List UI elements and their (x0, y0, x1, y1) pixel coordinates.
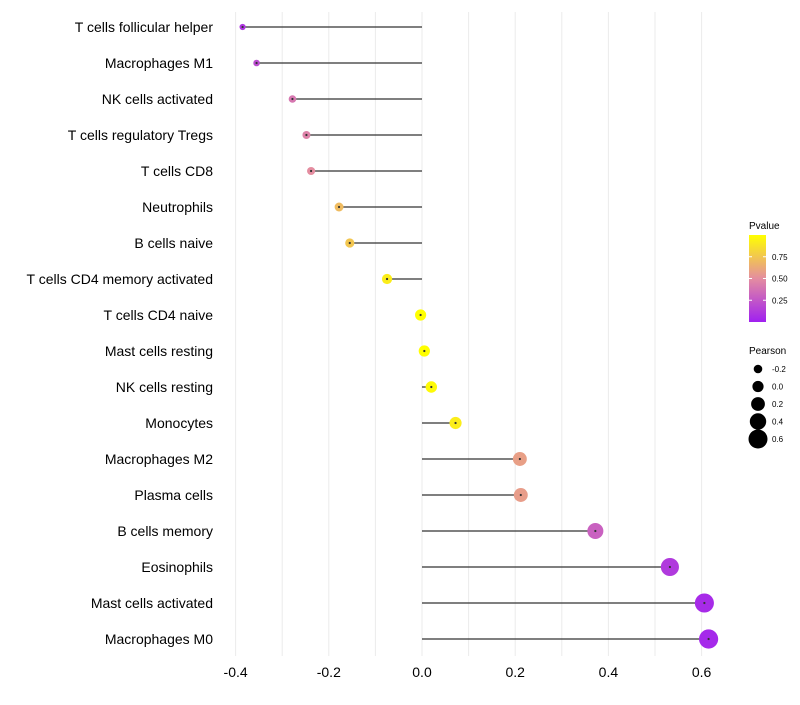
legend-pvalue-title: Pvalue (749, 221, 780, 232)
lollipop-point-center (518, 457, 521, 461)
x-axis-labels: -0.4 -0.2 0.0 0.2 0.4 0.6 (224, 664, 712, 680)
y-tick-label: NK cells resting (116, 379, 213, 395)
lollipop-point-center (703, 601, 706, 605)
pearson-key-dot (748, 429, 768, 449)
y-tick-label: T cells follicular helper (75, 19, 214, 35)
pvalue-tick-label: 0.25 (772, 296, 788, 305)
x-tick-label: -0.4 (224, 664, 248, 680)
pearson-key-dot (749, 413, 767, 430)
grid-layer (235, 12, 703, 656)
legend-pearson-title: Pearson (749, 346, 786, 357)
lollipop-point-center (348, 241, 351, 245)
y-axis-labels: T cells follicular helper Macrophages M1 N… (27, 19, 214, 647)
x-tick-label: -0.2 (317, 664, 341, 680)
lollipop-point-center (305, 133, 308, 137)
legend-pvalue-colorbar (749, 235, 766, 322)
pearson-key-label: 0.0 (772, 383, 784, 392)
lollipop-point-center (430, 385, 433, 389)
lollipop-point-center (309, 169, 313, 173)
y-tick-label: T cells regulatory Tregs (68, 127, 213, 143)
y-tick-label: B cells naive (134, 235, 213, 251)
x-tick-label: 0.4 (599, 664, 619, 680)
y-tick-label: NK cells activated (102, 91, 213, 107)
legend-pvalue-ticks: 0.25 0.50 0.75 (749, 253, 788, 305)
lollipop-point-center (519, 493, 522, 497)
pearson-key-label: 0.6 (772, 435, 784, 444)
x-tick-label: 0.2 (505, 664, 525, 680)
legend-pearson: Pearson -0.2 0.0 0.2 0.4 0.6 (748, 346, 786, 449)
lollipop-point-center (337, 205, 341, 209)
lollipop-point-center (385, 277, 389, 281)
y-tick-label: Macrophages M0 (105, 631, 213, 647)
y-tick-label: T cells CD4 memory activated (27, 271, 213, 287)
y-tick-label: Macrophages M1 (105, 55, 213, 71)
y-tick-label: B cells memory (117, 523, 213, 539)
lollipop-point-center (454, 421, 457, 425)
lollipop-point-center (241, 25, 244, 29)
y-tick-label: Macrophages M2 (105, 451, 213, 467)
pearson-key-label: 0.2 (772, 400, 784, 409)
y-tick-label: Eosinophils (141, 559, 213, 575)
legend-pearson-keys: -0.2 0.0 0.2 0.4 0.6 (748, 364, 786, 449)
pearson-key-dot (751, 397, 765, 411)
lollipop-point-center (423, 349, 426, 353)
lollipop-point-center (594, 529, 597, 533)
pearson-key-label: -0.2 (772, 365, 786, 374)
lollipop-point-center (668, 565, 672, 569)
lollipop-point-center (707, 637, 710, 641)
y-tick-label: Mast cells resting (105, 343, 213, 359)
legend-pvalue: Pvalue 0.25 0.50 0.75 (749, 221, 788, 322)
pearson-key-label: 0.4 (772, 418, 784, 427)
lollipop-point-center (291, 97, 294, 101)
y-tick-label: Monocytes (145, 415, 213, 431)
y-tick-label: Plasma cells (134, 487, 213, 503)
y-tick-label: Mast cells activated (91, 595, 213, 611)
pvalue-tick-label: 0.50 (772, 275, 788, 284)
x-tick-label: 0.6 (692, 664, 712, 680)
point-layer (239, 23, 719, 649)
lollipop-point-center (419, 313, 422, 317)
pearson-key-dot (752, 380, 764, 393)
y-tick-label: Neutrophils (142, 199, 213, 215)
stem-layer (242, 26, 709, 640)
y-tick-label: T cells CD4 naive (104, 307, 214, 323)
y-tick-label: T cells CD8 (141, 163, 213, 179)
x-tick-label: 0.0 (412, 664, 432, 680)
pvalue-tick-label: 0.75 (772, 253, 788, 262)
lollipop-point-center (255, 61, 258, 65)
pearson-key-dot (753, 364, 763, 374)
